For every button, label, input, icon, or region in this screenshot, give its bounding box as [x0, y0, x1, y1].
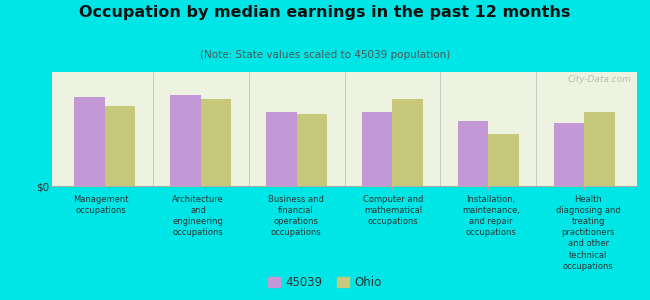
Text: Occupation by median earnings in the past 12 months: Occupation by median earnings in the pas… — [79, 4, 571, 20]
Text: Installation,
maintenance,
and repair
occupations: Installation, maintenance, and repair oc… — [462, 195, 520, 237]
Bar — [554, 123, 584, 186]
Legend: 45039, Ohio: 45039, Ohio — [266, 273, 384, 291]
Text: Health
diagnosing and
treating
practitioners
and other
technical
occupations: Health diagnosing and treating practitio… — [556, 195, 621, 271]
Text: Business and
financial
operations
occupations: Business and financial operations occupa… — [268, 195, 324, 237]
Bar — [584, 112, 615, 186]
Bar — [170, 95, 201, 186]
Text: Architecture
and
engineering
occupations: Architecture and engineering occupations — [172, 195, 224, 237]
Bar — [296, 114, 327, 186]
Text: City-Data.com: City-Data.com — [567, 75, 631, 84]
Text: Management
occupations: Management occupations — [73, 195, 129, 215]
Bar — [266, 112, 296, 186]
Bar — [201, 99, 231, 186]
Bar — [105, 106, 135, 186]
Bar — [458, 121, 488, 186]
Bar — [393, 99, 423, 186]
Bar — [362, 112, 393, 186]
Bar — [74, 97, 105, 186]
Bar — [488, 134, 519, 186]
Text: Computer and
mathematical
occupations: Computer and mathematical occupations — [363, 195, 423, 226]
Text: (Note: State values scaled to 45039 population): (Note: State values scaled to 45039 popu… — [200, 50, 450, 59]
